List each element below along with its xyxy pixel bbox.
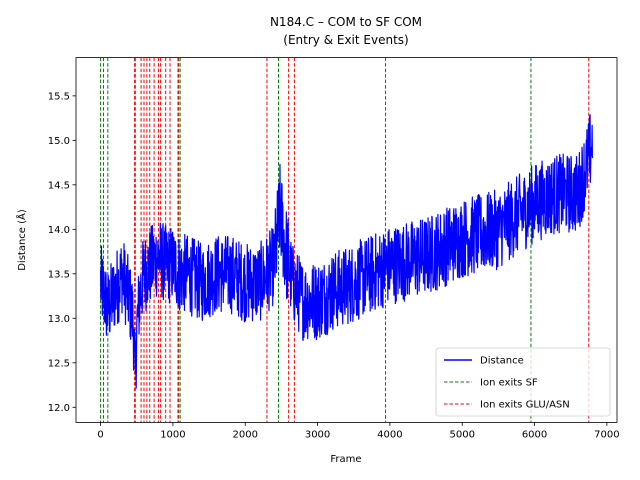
legend-label-2: Ion exits GLU/ASN [480,400,570,411]
y-tick-label-3: 13.5 [48,269,70,280]
y-tick-label-6: 15.0 [48,136,70,147]
legend-label-1: Ion exits SF [480,378,538,389]
legend-label-0: Distance [480,356,524,367]
x-tick-label-5: 5000 [449,429,474,440]
x-tick-label-6: 6000 [522,429,547,440]
y-tick-label-0: 12.0 [48,403,70,414]
x-tick-label-4: 4000 [377,429,402,440]
x-tick-label-0: 0 [97,429,103,440]
x-axis: 0 1000 2000 3000 4000 5000 6000 7000 [97,422,620,440]
x-axis-label: Frame [330,454,361,465]
x-tick-label-7: 7000 [594,429,619,440]
plot-frame [75,57,618,423]
y-axis-label: Distance (Å) [15,209,28,271]
y-tick-label-1: 12.5 [48,358,70,369]
x-tick-label-3: 3000 [305,429,330,440]
distance-series-line [99,114,594,389]
y-tick-label-7: 15.5 [48,91,70,102]
y-axis: 12.0 12.5 13.0 13.5 14.0 14.5 15.0 15.5 [48,91,76,414]
chart-subtitle: (Entry & Exit Events) [283,33,408,47]
legend-box [435,347,611,417]
y-tick-label-4: 14.0 [48,225,70,236]
x-tick-label-2: 2000 [233,429,258,440]
y-tick-label-2: 13.0 [48,314,70,325]
y-tick-label-5: 14.5 [48,180,70,191]
legend: Distance Ion exits SF Ion exits GLU/ASN [435,347,611,417]
x-tick-label-1: 1000 [160,429,185,440]
chart-title: N184.C – COM to SF COM [270,15,422,29]
